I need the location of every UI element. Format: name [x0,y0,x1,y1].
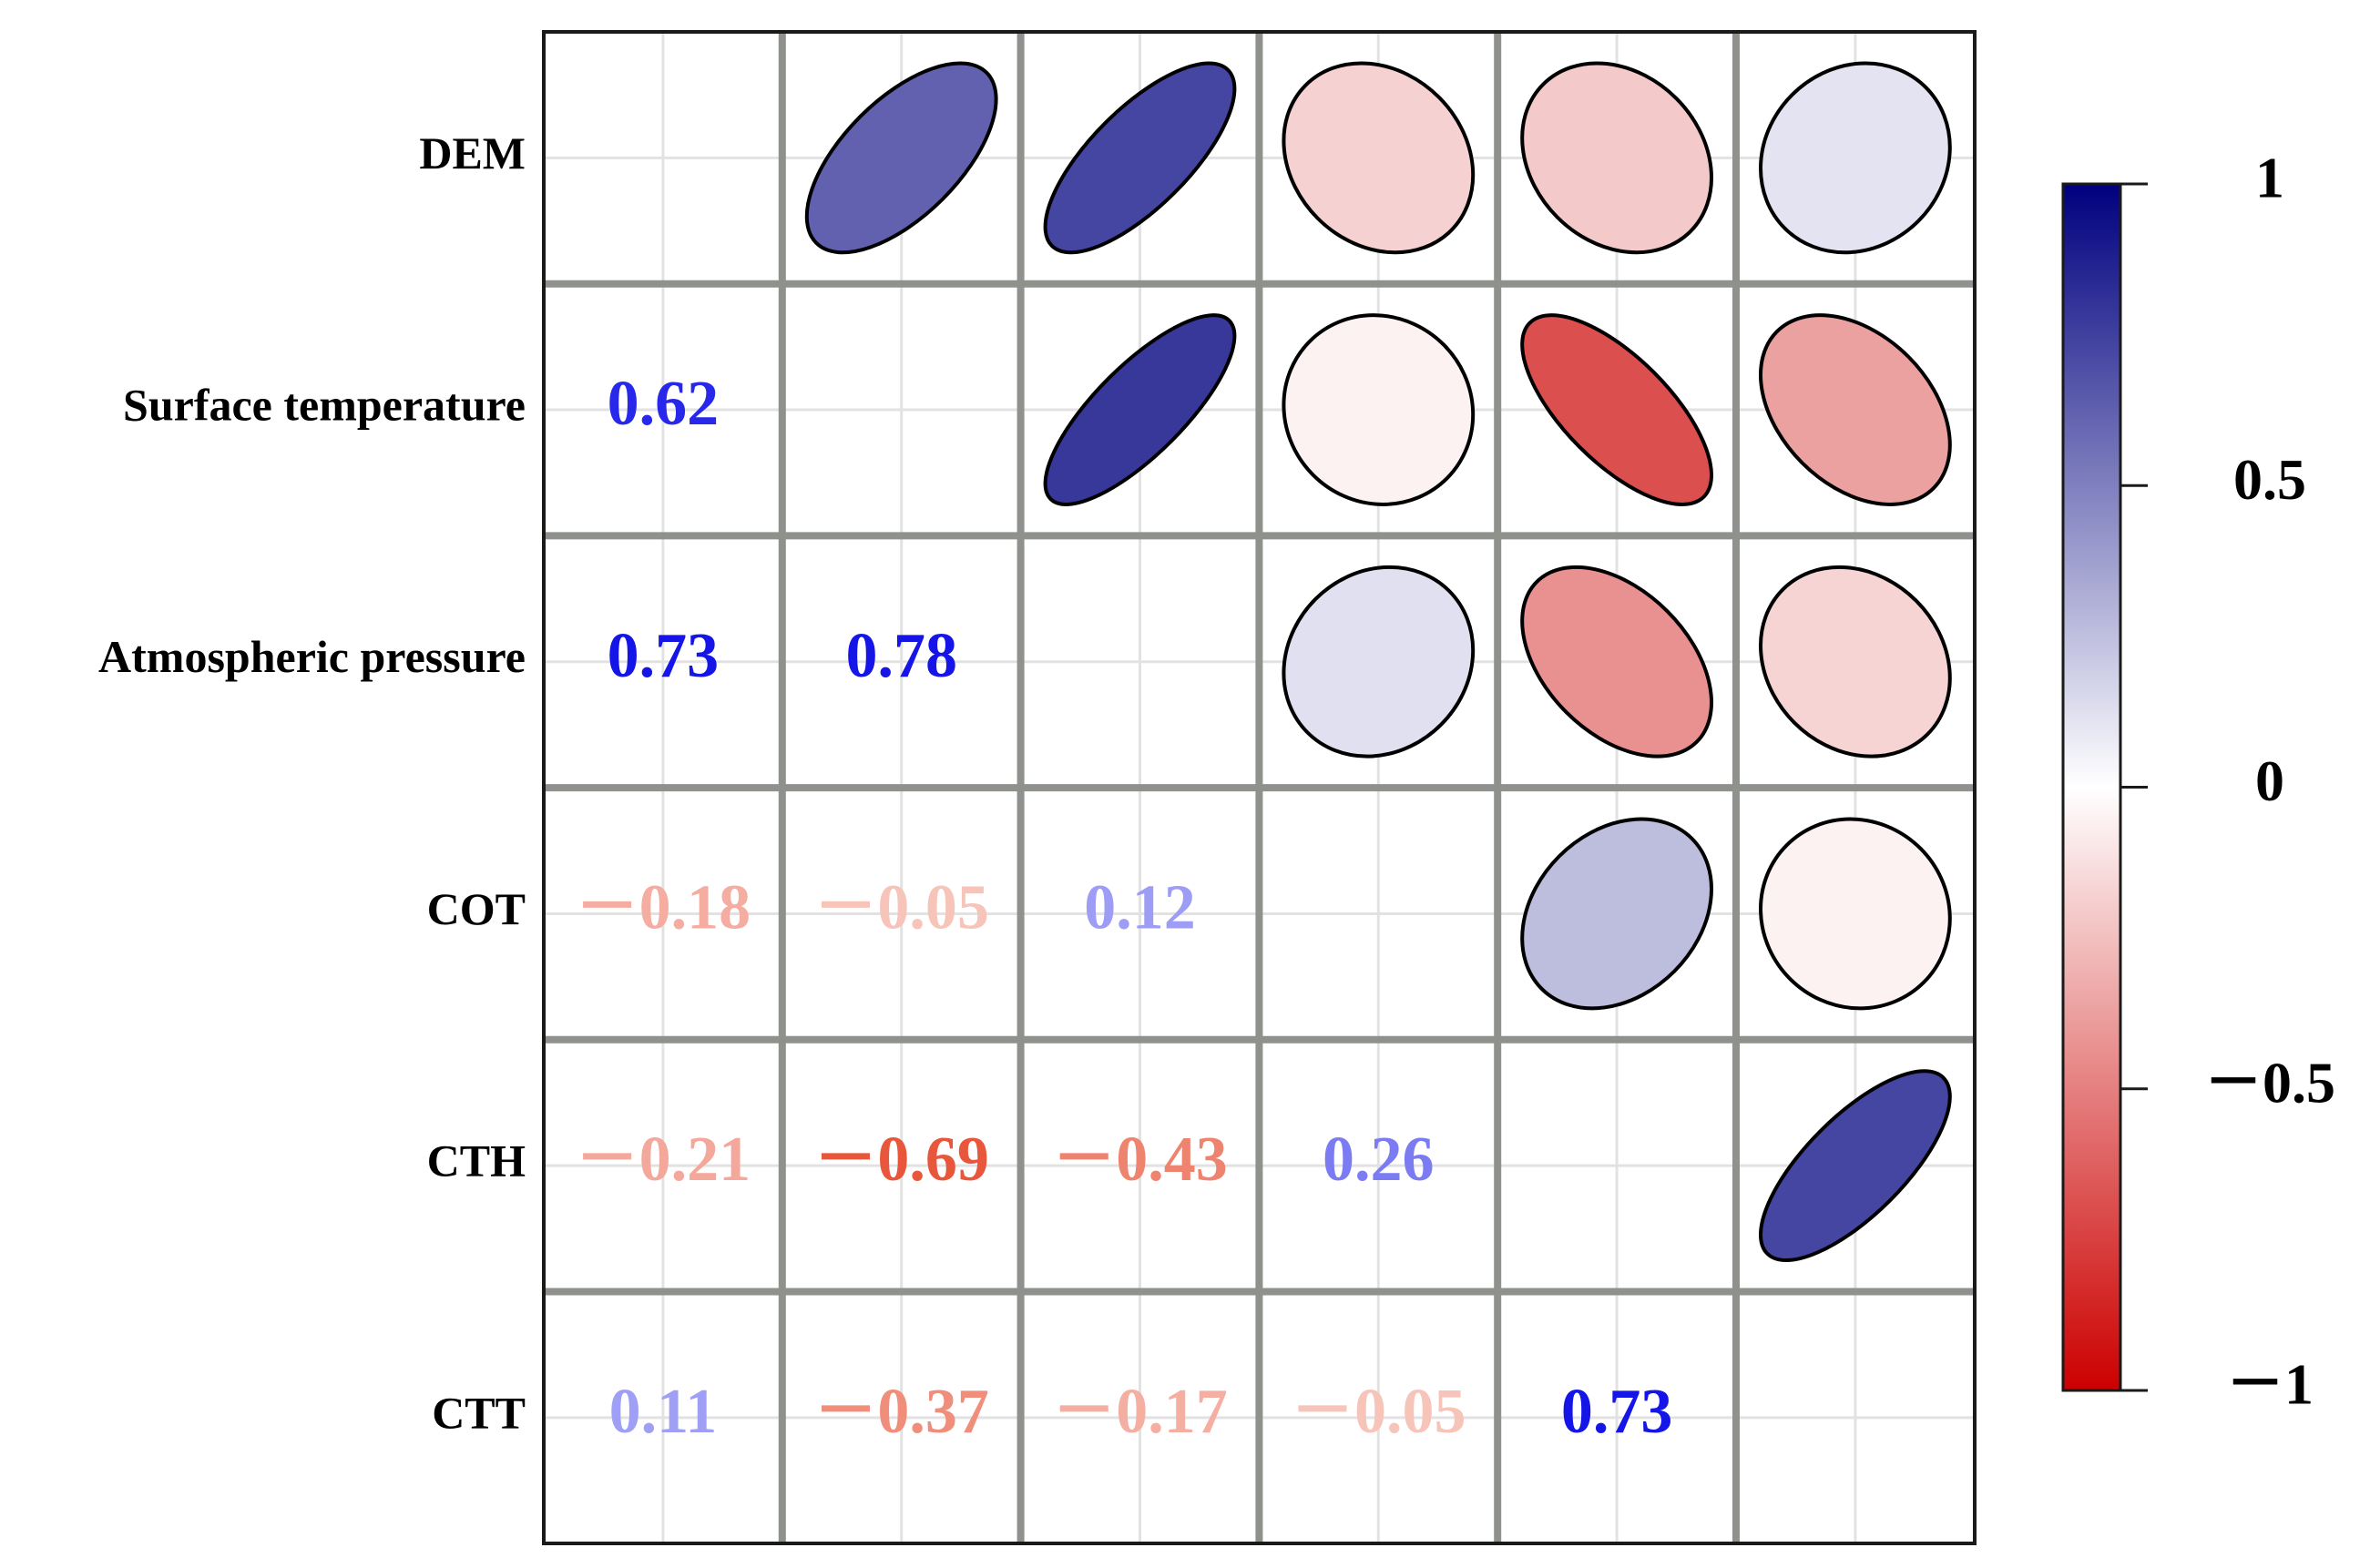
correlation-value: －0.05 [813,873,989,943]
correlation-ellipse [1282,313,1476,506]
correlation-value: 0.73 [1561,1377,1673,1447]
row-label: Atmospheric pressure [98,631,526,682]
correlation-ellipse [1759,61,1952,255]
correlation-ellipse [1759,565,1952,759]
colorbar-tick-label: 0 [2255,748,2284,813]
colorbar-tick-label: －0.5 [2204,1050,2335,1115]
correlation-ellipse [1520,565,1713,759]
row-label: CTT [432,1387,526,1438]
row-label: Surface temperature [123,380,526,431]
colorbar-gradient [2061,182,2122,1392]
colorbar-ticks: 1 0.5 0 －0.5 －1 [2120,146,2335,1417]
correlation-ellipse [1759,817,1952,1011]
correlation-value: －0.17 [1052,1377,1228,1447]
correlation-value: 0.62 [608,369,720,439]
row-label: COT [427,883,526,934]
correlation-value: －0.37 [813,1377,989,1447]
correlation-ellipse [804,61,998,255]
row-label: CTH [427,1135,526,1186]
correlation-value: 0.78 [845,621,957,691]
correlation-ellipse [1043,61,1237,255]
correlation-ellipse [1520,313,1713,506]
row-labels: DEM Surface temperature Atmospheric pressu… [98,127,526,1438]
colorbar-tick-label: 0.5 [2233,447,2306,512]
correlation-ellipse [1520,61,1713,255]
correlation-value: －0.18 [576,873,751,943]
plot-border [542,30,1977,1545]
row-label: DEM [419,127,526,178]
correlation-value: －0.21 [576,1125,751,1195]
correlation-ellipse [1282,61,1476,255]
colorbar: 1 0.5 0 －0.5 －1 [2061,146,2335,1417]
correlation-value: －0.05 [1291,1377,1466,1447]
correlation-ellipse [1759,313,1952,506]
colorbar-tick-label: 1 [2255,146,2284,210]
major-grid [544,32,1975,1544]
correlation-value: －0.43 [1052,1125,1228,1195]
correlation-ellipse [1759,1069,1952,1263]
colorbar-tick-label: －1 [2226,1352,2314,1417]
correlation-value: 0.73 [608,621,720,691]
correlation-value: 0.12 [1084,873,1196,943]
correlation-value: 0.11 [609,1377,718,1447]
cell-marks: 0.62 0.73 0.78 －0.18 －0.05 0.12 －0.21 －0.69 －0.4… [576,61,1952,1447]
correlation-value: 0.26 [1323,1125,1435,1195]
correlation-ellipse [1282,565,1476,759]
correlation-ellipse [1520,817,1713,1011]
correlation-value: －0.69 [813,1125,989,1195]
correlation-ellipse [1043,313,1237,506]
